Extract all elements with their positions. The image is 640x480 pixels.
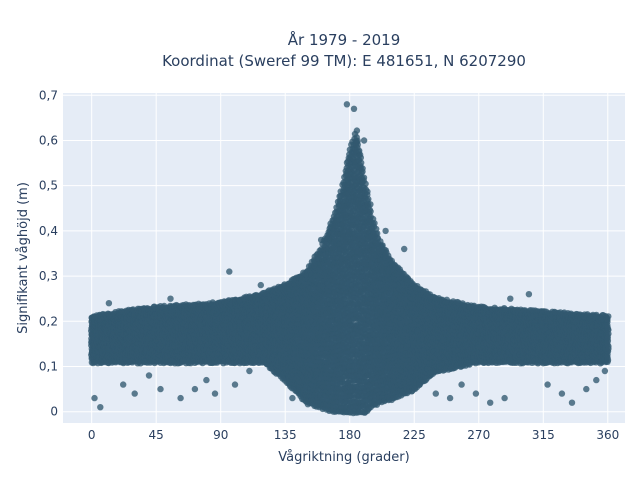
data-points (88, 101, 612, 417)
